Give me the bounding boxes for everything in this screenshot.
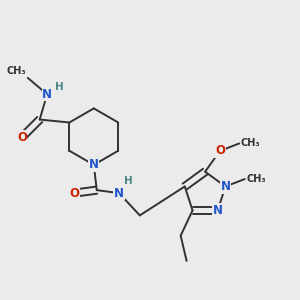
- Text: O: O: [70, 187, 80, 200]
- Text: CH₃: CH₃: [246, 174, 266, 184]
- Text: CH₃: CH₃: [7, 66, 26, 76]
- Text: H: H: [55, 82, 64, 92]
- Text: H: H: [124, 176, 132, 186]
- Text: N: N: [220, 180, 230, 193]
- Text: CH₃: CH₃: [241, 139, 260, 148]
- Text: N: N: [213, 204, 223, 217]
- Text: O: O: [215, 144, 225, 158]
- Text: N: N: [89, 158, 99, 171]
- Text: N: N: [114, 187, 124, 200]
- Text: N: N: [42, 88, 52, 101]
- Text: O: O: [17, 131, 27, 144]
